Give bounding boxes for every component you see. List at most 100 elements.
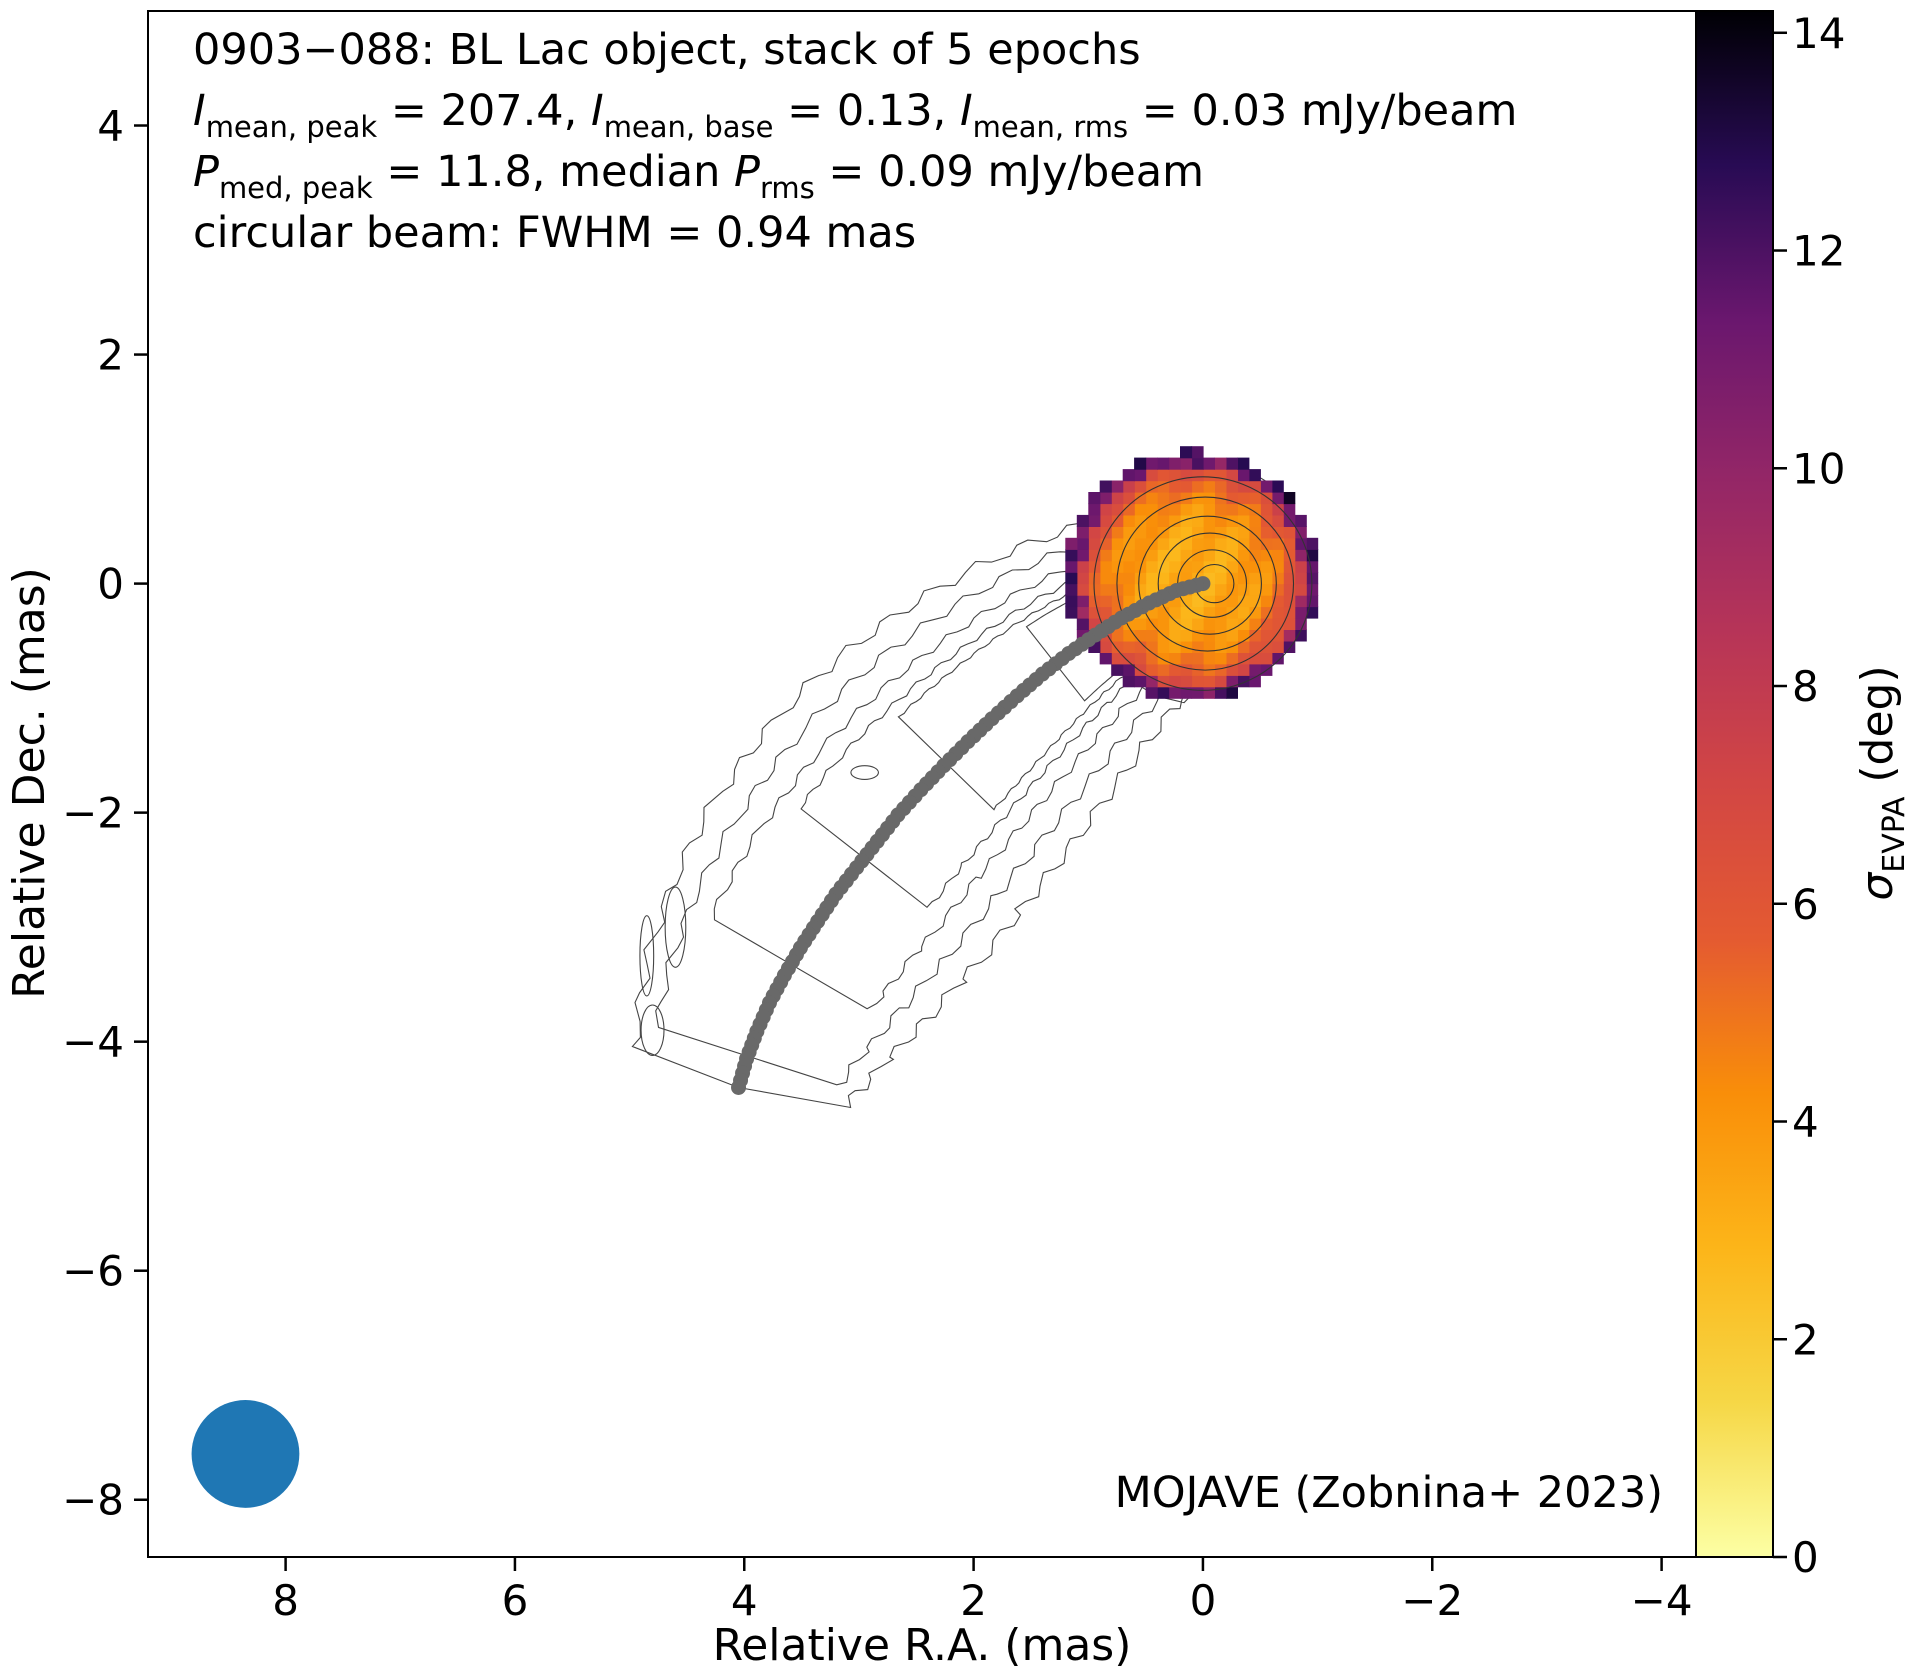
evpa-pixel	[1076, 583, 1089, 596]
evpa-pixel	[1145, 549, 1158, 562]
evpa-pixel	[1111, 560, 1124, 573]
x-tick-label: 2	[960, 1576, 987, 1625]
evpa-pixel	[1111, 526, 1124, 539]
evpa-pixel	[1122, 583, 1135, 596]
evpa-pixel	[1191, 537, 1204, 550]
evpa-pixel	[1271, 503, 1284, 516]
evpa-pixel	[1214, 572, 1227, 585]
evpa-pixel	[1294, 526, 1307, 539]
evpa-pixel	[1191, 686, 1204, 699]
evpa-pixel	[1260, 537, 1273, 550]
evpa-pixel	[1271, 537, 1284, 550]
evpa-pixel	[1168, 675, 1181, 688]
evpa-pixel	[1260, 629, 1273, 642]
evpa-pixel	[1157, 492, 1170, 505]
evpa-pixel	[1122, 652, 1135, 665]
evpa-pixel	[1076, 572, 1089, 585]
evpa-pixel	[1122, 480, 1135, 493]
evpa-pixel	[1306, 560, 1319, 573]
colorbar-tick-label: 4	[1792, 1098, 1819, 1147]
intensity-contour-island	[640, 1004, 665, 1056]
x-tick-label: 8	[272, 1576, 299, 1625]
evpa-pixel	[1271, 526, 1284, 539]
evpa-pixel	[1157, 652, 1170, 665]
evpa-pixel	[1168, 457, 1181, 470]
evpa-pixel	[1134, 469, 1147, 482]
y-tick-label: 2	[97, 331, 124, 380]
evpa-pixel	[1214, 675, 1227, 688]
evpa-pixel	[1214, 560, 1227, 573]
evpa-pixel	[1237, 537, 1250, 550]
colorbar-frame	[1695, 10, 1774, 1558]
header-text-run: = 0.09 mJy/beam	[815, 147, 1204, 197]
evpa-pixel	[1180, 503, 1193, 516]
evpa-pixel	[1214, 640, 1227, 653]
evpa-pixel	[1225, 652, 1238, 665]
header-text-run: I	[960, 86, 973, 136]
evpa-pixel	[1111, 537, 1124, 550]
evpa-pixel	[1271, 617, 1284, 630]
evpa-pixel	[1214, 457, 1227, 470]
evpa-pixel	[1260, 503, 1273, 516]
evpa-pixel	[1099, 514, 1112, 527]
evpa-pixel	[1099, 606, 1112, 619]
evpa-pixel	[1237, 469, 1250, 482]
evpa-pixel	[1145, 675, 1158, 688]
evpa-pixel	[1294, 537, 1307, 550]
evpa-pixel	[1145, 503, 1158, 516]
evpa-pixel	[1214, 595, 1227, 608]
evpa-pixel	[1168, 469, 1181, 482]
evpa-pixel	[1134, 457, 1147, 470]
evpa-pixel	[1157, 572, 1170, 585]
evpa-pixel	[1202, 526, 1215, 539]
evpa-pixel	[1111, 629, 1124, 642]
evpa-pixel	[1225, 675, 1238, 688]
evpa-pixel	[1111, 480, 1124, 493]
evpa-pixel	[1202, 686, 1215, 699]
evpa-pixel	[1099, 595, 1112, 608]
evpa-pixel	[1134, 640, 1147, 653]
evpa-pixel	[1214, 652, 1227, 665]
evpa-pixel	[1248, 595, 1261, 608]
evpa-pixel	[1191, 469, 1204, 482]
evpa-pixel	[1076, 606, 1089, 619]
evpa-pixel	[1225, 606, 1238, 619]
evpa-pixel	[1237, 526, 1250, 539]
evpa-pixel	[1134, 572, 1147, 585]
evpa-pixel	[1099, 583, 1112, 596]
evpa-pixel	[1088, 560, 1101, 573]
evpa-pixel	[1157, 606, 1170, 619]
header-text-run: P	[734, 147, 760, 197]
evpa-pixel	[1214, 663, 1227, 676]
core-contour	[1157, 532, 1262, 635]
y-tick-label: −8	[62, 1476, 124, 1525]
evpa-pixel	[1271, 572, 1284, 585]
colorbar-label-unit: (deg)	[1852, 665, 1903, 796]
evpa-pixel	[1122, 549, 1135, 562]
evpa-pixel	[1168, 686, 1181, 699]
header-text-run: P	[193, 147, 219, 197]
evpa-pixel	[1225, 595, 1238, 608]
evpa-pixel	[1202, 617, 1215, 630]
evpa-pixel	[1214, 617, 1227, 630]
evpa-pixel	[1076, 595, 1089, 608]
evpa-pixel	[1202, 652, 1215, 665]
evpa-pixel	[1088, 526, 1101, 539]
credit-annotation: MOJAVE (Zobnina+ 2023)	[1115, 1468, 1663, 1518]
colorbar-tick-label: 14	[1792, 9, 1845, 58]
evpa-pixel	[1088, 537, 1101, 550]
evpa-pixel	[1122, 675, 1135, 688]
evpa-pixel	[1145, 514, 1158, 527]
evpa-pixel	[1111, 663, 1124, 676]
evpa-pixel	[1145, 640, 1158, 653]
evpa-pixel	[1237, 617, 1250, 630]
evpa-pixel	[1134, 629, 1147, 642]
evpa-sigma-map	[1065, 446, 1319, 699]
header-text-run: I	[193, 86, 206, 136]
evpa-pixel	[1248, 549, 1261, 562]
header-subscript: med, peak	[219, 171, 373, 205]
evpa-pixel	[1294, 595, 1307, 608]
evpa-pixel	[1248, 492, 1261, 505]
evpa-pixel	[1271, 514, 1284, 527]
